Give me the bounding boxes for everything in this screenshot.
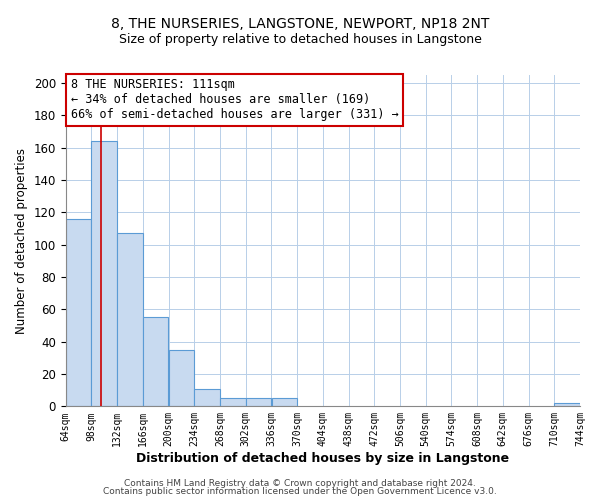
Bar	[117, 234, 143, 406]
Bar	[143, 318, 169, 406]
Text: 8 THE NURSERIES: 111sqm
← 34% of detached houses are smaller (169)
66% of semi-d: 8 THE NURSERIES: 111sqm ← 34% of detache…	[71, 78, 398, 122]
Bar	[66, 219, 91, 406]
Bar	[194, 388, 220, 406]
Text: 8, THE NURSERIES, LANGSTONE, NEWPORT, NP18 2NT: 8, THE NURSERIES, LANGSTONE, NEWPORT, NP…	[111, 18, 489, 32]
X-axis label: Distribution of detached houses by size in Langstone: Distribution of detached houses by size …	[136, 452, 509, 465]
Bar	[169, 350, 194, 406]
Bar	[91, 142, 117, 406]
Bar	[554, 403, 580, 406]
Text: Contains public sector information licensed under the Open Government Licence v3: Contains public sector information licen…	[103, 487, 497, 496]
Bar	[246, 398, 271, 406]
Text: Size of property relative to detached houses in Langstone: Size of property relative to detached ho…	[119, 32, 481, 46]
Text: Contains HM Land Registry data © Crown copyright and database right 2024.: Contains HM Land Registry data © Crown c…	[124, 478, 476, 488]
Bar	[272, 398, 297, 406]
Bar	[220, 398, 245, 406]
Y-axis label: Number of detached properties: Number of detached properties	[15, 148, 28, 334]
